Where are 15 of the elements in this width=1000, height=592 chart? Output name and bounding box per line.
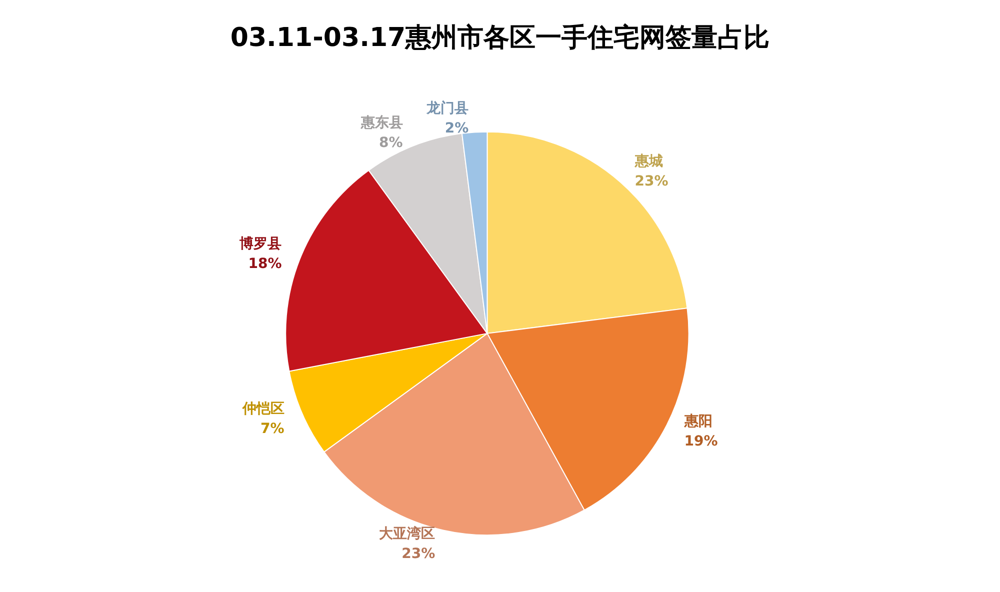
slice-label: 惠阳 xyxy=(683,413,712,430)
slice-label: 仲恺区 xyxy=(241,401,284,418)
data-label: 18% xyxy=(248,256,282,272)
slice-label: 博罗县 xyxy=(238,236,282,252)
data-label: 2% xyxy=(444,120,469,136)
chart-title: 03.11-03.17惠州市各区一手住宅网签量占比 xyxy=(230,23,770,53)
slice-label: 龙门县 xyxy=(426,99,469,116)
slice-label: 大亚湾区 xyxy=(379,524,436,542)
data-label: 19% xyxy=(684,433,718,450)
data-label: 23% xyxy=(634,174,668,190)
data-label: 23% xyxy=(402,546,436,562)
data-label: 7% xyxy=(260,421,284,438)
data-label: 8% xyxy=(379,134,403,151)
slice-label: 惠东县 xyxy=(360,114,403,131)
slice-label: 惠城 xyxy=(634,154,663,170)
